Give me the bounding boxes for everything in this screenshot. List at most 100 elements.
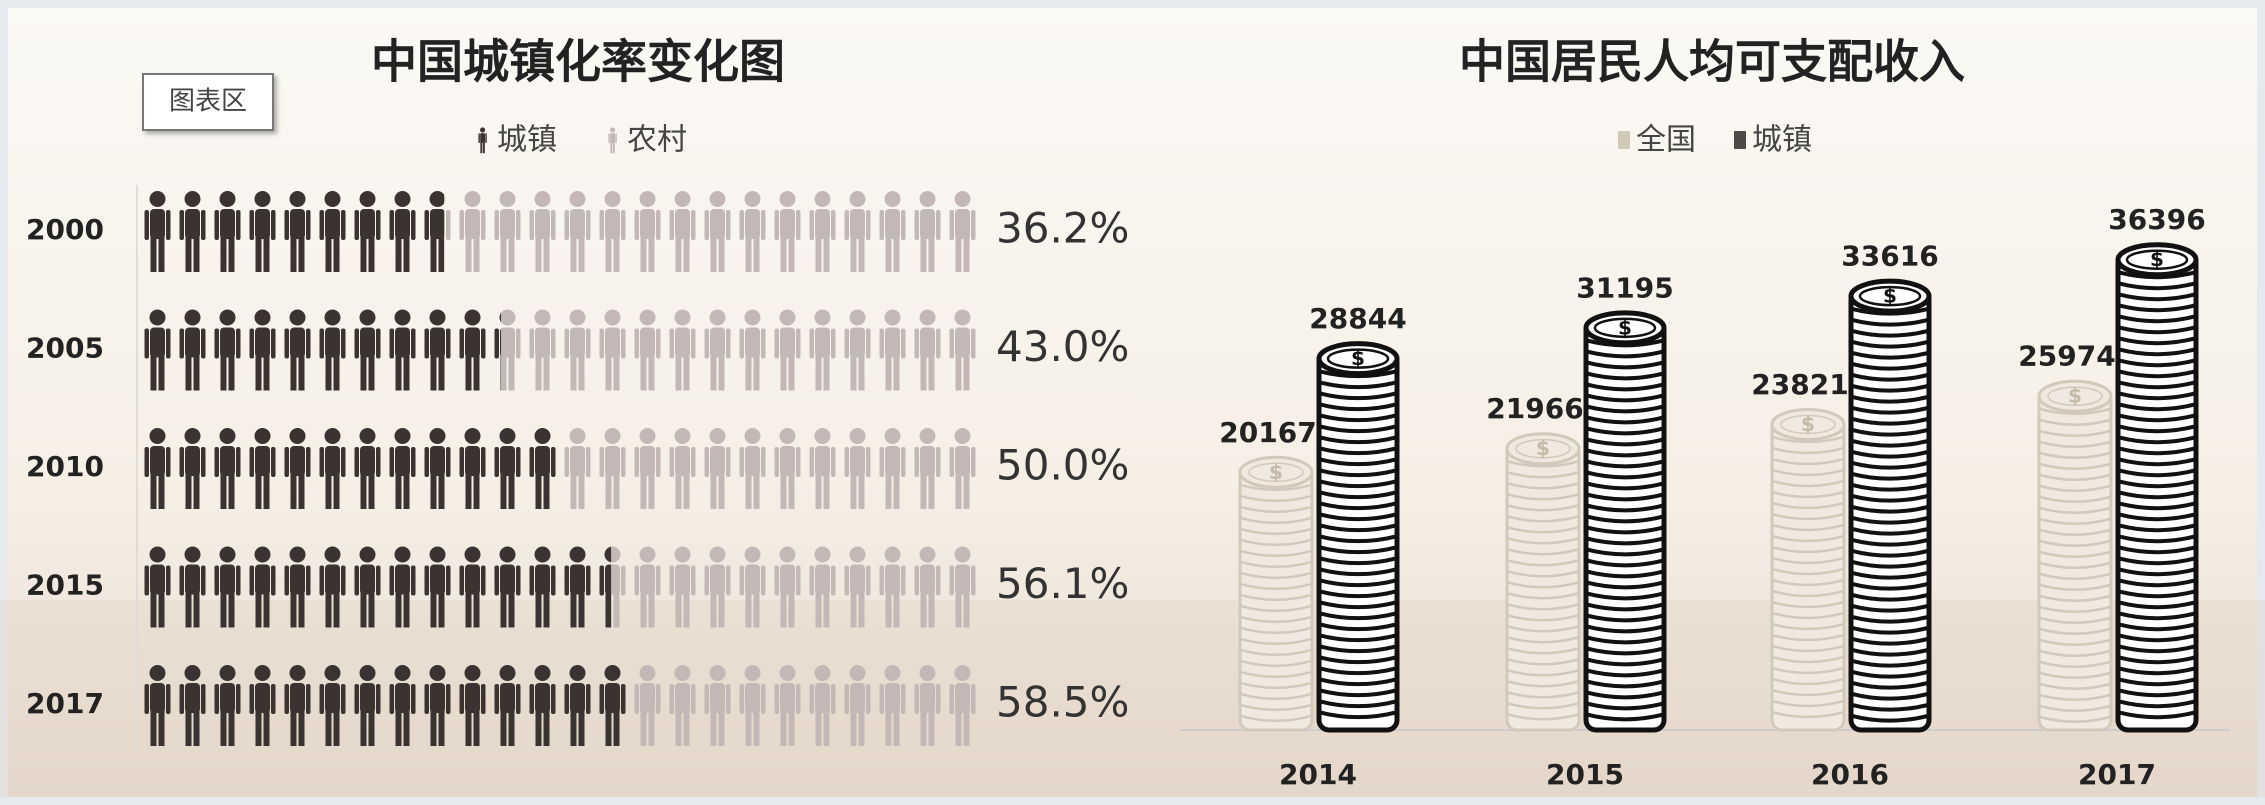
coin-rim xyxy=(1318,710,1398,720)
coin-rim xyxy=(1318,589,1398,599)
coin-rim xyxy=(1771,446,1845,455)
coin-rim xyxy=(1585,536,1665,546)
data-label: 36396 xyxy=(2108,203,2205,236)
coin-top-inner xyxy=(1326,348,1390,369)
pictograph-bar xyxy=(611,545,980,628)
coin-rim xyxy=(2038,539,2112,547)
coin-top-inner xyxy=(2125,249,2189,270)
coin-rim xyxy=(2117,611,2197,621)
data-label: 36.2% xyxy=(996,204,1129,253)
coin-rim xyxy=(1771,688,1845,697)
coin-rim xyxy=(1585,646,1665,656)
coin-rim xyxy=(1318,556,1398,566)
coin-rim xyxy=(2117,336,2197,346)
coin-rim xyxy=(2038,616,2112,624)
coin-symbol: $ xyxy=(2068,384,2082,408)
coin-rim xyxy=(2117,292,2197,302)
coin-rim xyxy=(1239,516,1313,525)
coin-rim xyxy=(2038,671,2112,679)
coin-rim xyxy=(1850,548,1930,558)
data-label: 58.5% xyxy=(996,678,1129,727)
coin-rim xyxy=(2038,517,2112,525)
coin-rim xyxy=(2117,391,2197,401)
coin-rim xyxy=(2117,578,2197,588)
coin-rim xyxy=(2038,682,2112,690)
coin-rim xyxy=(1850,427,1930,437)
coin-rim xyxy=(2117,424,2197,434)
coin-rim xyxy=(2038,638,2112,646)
coin-rim xyxy=(1239,593,1313,602)
tooltip-box xyxy=(142,73,274,131)
coin-rim xyxy=(1506,592,1580,600)
coin-rim xyxy=(1850,361,1930,371)
coin-rim xyxy=(2117,369,2197,379)
data-label: 23821 xyxy=(1751,368,1848,401)
coin-rim xyxy=(2038,572,2112,580)
coin-rim xyxy=(1239,626,1313,635)
coin-rim xyxy=(1850,603,1930,613)
data-label: 33616 xyxy=(1841,240,1938,273)
coin-rim xyxy=(1771,479,1845,488)
coin-rim xyxy=(1506,482,1580,490)
coin-rim xyxy=(1850,460,1930,470)
data-label: 50.0% xyxy=(996,441,1129,490)
coin-rim xyxy=(1239,703,1313,712)
coin-symbol: $ xyxy=(1351,346,1365,370)
coin-rim xyxy=(2117,545,2197,555)
coin-rim xyxy=(1585,426,1665,436)
coin-rim xyxy=(1318,545,1398,555)
coin-rim xyxy=(1239,615,1313,624)
coin-rim xyxy=(1318,666,1398,676)
coin-rim xyxy=(1585,701,1665,711)
coin-rim xyxy=(1850,713,1930,723)
coin-rim xyxy=(1850,658,1930,668)
coin-rim xyxy=(1318,677,1398,687)
coin-rim xyxy=(1850,482,1930,492)
coin-rim xyxy=(1850,504,1930,514)
coin-rim xyxy=(2117,402,2197,412)
coin-rim xyxy=(2038,462,2112,470)
x-tick-label: 2017 xyxy=(2078,758,2156,791)
data-label: 31195 xyxy=(1576,271,1673,304)
coin-top xyxy=(1770,407,1846,441)
coin-rim xyxy=(1318,435,1398,445)
coin-rim xyxy=(1771,457,1845,466)
coin-rim xyxy=(1318,644,1398,654)
coin-rim xyxy=(1771,512,1845,521)
coin-rim xyxy=(1771,534,1845,543)
coin-rim xyxy=(1318,567,1398,577)
coin-rim xyxy=(1318,479,1398,489)
coin-rim xyxy=(2117,622,2197,632)
coin-rim xyxy=(2117,457,2197,467)
coin-top-inner xyxy=(1248,462,1304,483)
legend-marker xyxy=(478,127,487,154)
coin-rim xyxy=(2117,655,2197,665)
person-arm xyxy=(485,133,487,143)
coin-rim xyxy=(1585,547,1665,557)
y-tick-label: 2005 xyxy=(26,332,104,365)
coin-rim xyxy=(1771,666,1845,675)
coin-rim xyxy=(1771,600,1845,609)
coin-rim xyxy=(1850,559,1930,569)
coin-rim xyxy=(1585,635,1665,645)
person-arm xyxy=(615,133,617,143)
x-tick-label: 2014 xyxy=(1279,758,1357,791)
coin-rim xyxy=(2117,325,2197,335)
coin-rim xyxy=(1585,668,1665,678)
pictograph-bar xyxy=(140,308,502,391)
coin-rim xyxy=(1506,515,1580,523)
coin-rim xyxy=(2038,550,2112,558)
coin-rim xyxy=(1585,459,1665,469)
coin-rim xyxy=(1239,560,1313,569)
coin-rim xyxy=(2117,490,2197,500)
coin-rim xyxy=(2117,347,2197,357)
coin-rim xyxy=(2117,281,2197,291)
coin-rim xyxy=(1318,446,1398,456)
coin-rim xyxy=(2038,627,2112,635)
coin-rim xyxy=(2038,495,2112,503)
coin-rim xyxy=(1585,470,1665,480)
coin-rim xyxy=(1771,545,1845,554)
coin-rim xyxy=(1850,383,1930,393)
coin-rim xyxy=(1585,514,1665,524)
coin-rim xyxy=(1771,435,1845,444)
